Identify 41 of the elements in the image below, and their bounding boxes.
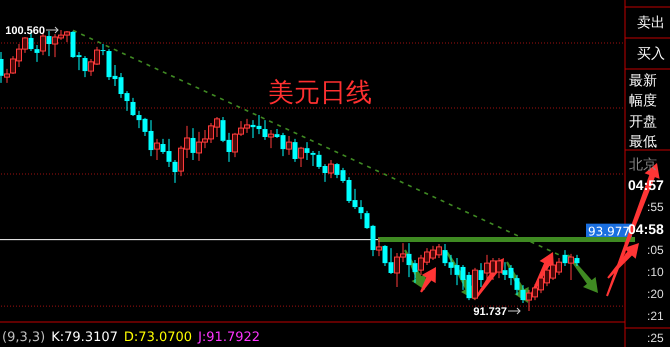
text: :05 xyxy=(647,243,664,257)
candlestick xyxy=(100,44,106,56)
candlestick xyxy=(478,262,484,288)
candlestick xyxy=(514,274,520,296)
text: :21 xyxy=(647,309,664,323)
candlestick xyxy=(310,150,316,166)
text: J:91.7922 xyxy=(197,330,260,345)
text: :55 xyxy=(647,200,664,214)
candlestick xyxy=(376,237,382,257)
candlestick xyxy=(46,30,52,57)
text: 开盘 xyxy=(629,113,657,129)
text: 美元日线 xyxy=(268,78,372,108)
candlestick xyxy=(190,128,196,160)
candlestick xyxy=(304,142,310,160)
candlestick xyxy=(172,159,178,184)
candlestick xyxy=(520,284,526,304)
text: :25 xyxy=(647,331,664,345)
text: 最新 xyxy=(629,72,657,88)
text: (9,3,3) xyxy=(2,330,46,345)
text: 幅度 xyxy=(629,92,657,108)
annotation: 91.737 xyxy=(473,306,507,318)
candlestick xyxy=(286,136,292,156)
text: K:79.3107 xyxy=(51,330,118,345)
text: :10 xyxy=(647,265,664,279)
candlestick xyxy=(82,56,88,78)
candlestick xyxy=(4,68,10,84)
candlestick xyxy=(562,250,568,266)
text: :20 xyxy=(647,287,664,301)
candlestick xyxy=(358,200,364,220)
candlestick xyxy=(34,44,40,62)
candlestick xyxy=(574,254,580,266)
text: 最低 xyxy=(629,133,657,149)
text: 卖出 xyxy=(637,14,665,30)
text: D:73.0700 xyxy=(124,330,192,345)
text: 北京 xyxy=(629,156,657,172)
candlestick xyxy=(292,138,298,162)
text: 买入 xyxy=(637,45,665,61)
annotation: 100.560 xyxy=(5,25,45,37)
candlestick xyxy=(130,97,136,116)
ref-line-label: 93.977 xyxy=(588,224,630,239)
candlestick xyxy=(262,120,268,140)
